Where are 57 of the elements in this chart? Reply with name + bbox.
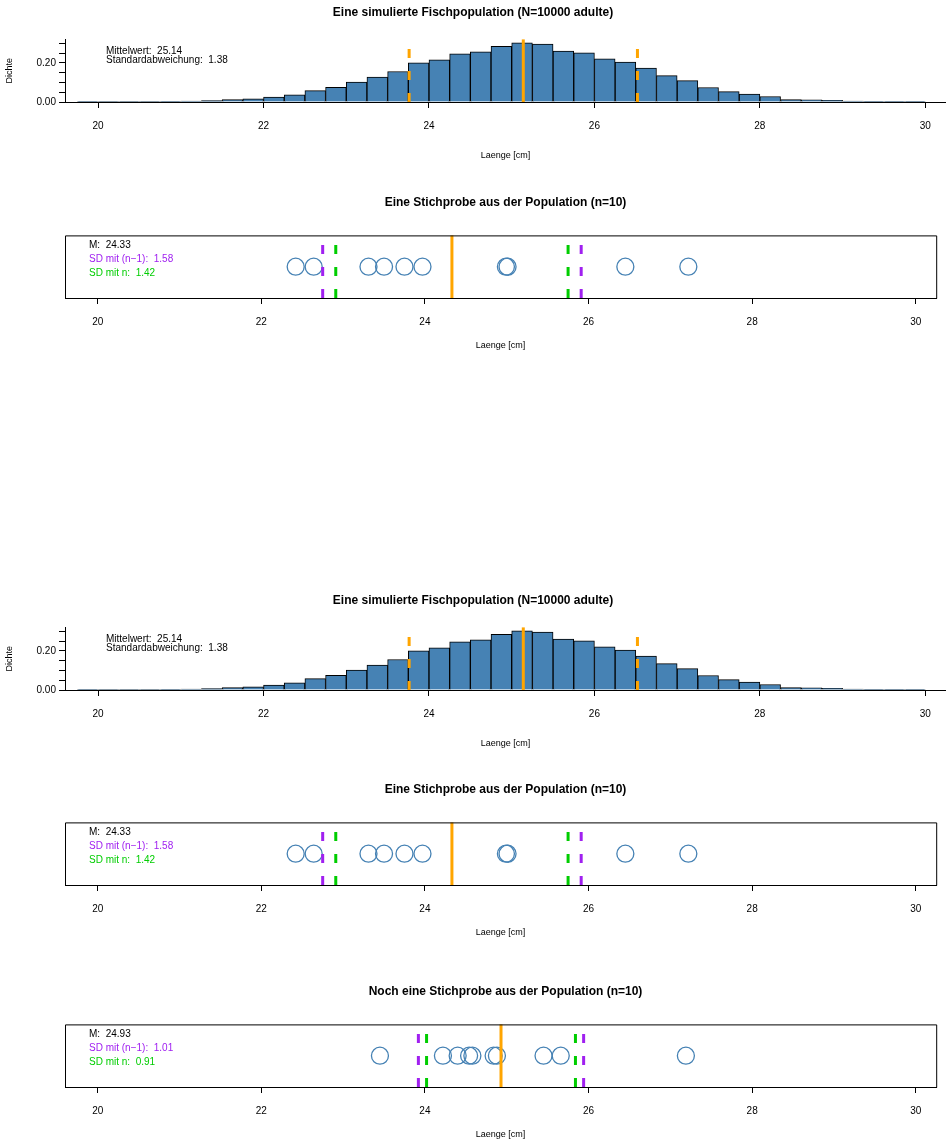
x-tick-label: 24 (423, 119, 435, 131)
x-axis-title: Laenge [cm] (480, 150, 531, 161)
x-tick-label: 26 (582, 902, 595, 914)
x-tick-label: 30 (910, 902, 922, 914)
x-tick-label: 30 (919, 707, 932, 719)
x-tick-label: 22 (257, 119, 270, 131)
y-tick-label: 0.00 (36, 95, 57, 107)
y-tick-label: 0.20 (36, 644, 57, 656)
x-axis-title: Laenge [cm] (475, 1129, 526, 1140)
x-tick-label: 26 (588, 119, 601, 131)
chart-title: Eine Stichprobe aus der Population (n=10) (384, 781, 627, 796)
x-tick-label: 22 (255, 1104, 268, 1116)
x-tick-label: 24 (419, 902, 431, 914)
x-tick-label: 22 (255, 902, 268, 914)
chart-title: Eine simulierte Fischpopulation (N=10000 adulte) (332, 4, 614, 19)
annotation: M: 24.33 (89, 826, 132, 838)
annotation: SD mit n: 1.42 (89, 854, 156, 866)
y-tick-label: 0.20 (36, 56, 57, 68)
annotation: Standardabweichung: 1.38 (106, 642, 229, 654)
x-tick-label: 30 (910, 315, 922, 327)
x-tick-label: 26 (582, 1104, 595, 1116)
x-tick-label: 20 (92, 1104, 104, 1116)
annotation: SD mit (n−1): 1.58 (89, 840, 174, 852)
annotation: SD mit n: 1.42 (89, 267, 156, 279)
chart-title: Eine Stichprobe aus der Population (n=10) (384, 194, 627, 209)
x-tick-label: 24 (419, 315, 431, 327)
x-tick-label: 26 (588, 707, 601, 719)
x-tick-label: 28 (754, 119, 766, 131)
x-tick-label: 28 (746, 1104, 759, 1116)
annotation: M: 24.93 (89, 1028, 132, 1040)
x-tick-label: 24 (423, 707, 435, 719)
y-tick-label: 0.00 (36, 683, 57, 695)
x-tick-label: 28 (754, 707, 766, 719)
annotation: SD mit n: 0.91 (89, 1056, 156, 1068)
x-tick-label: 20 (92, 119, 105, 131)
x-tick-label: 20 (92, 707, 105, 719)
x-tick-label: 24 (419, 1104, 431, 1116)
chart-title: Eine simulierte Fischpopulation (N=10000 adulte) (332, 592, 614, 607)
x-tick-label: 22 (255, 315, 268, 327)
x-tick-label: 30 (910, 1104, 922, 1116)
x-axis-title: Laenge [cm] (480, 738, 531, 749)
chart-title: Noch eine Stichprobe aus der Population (n=10) (368, 983, 643, 998)
x-tick-label: 26 (582, 315, 595, 327)
x-tick-label: 20 (92, 902, 104, 914)
x-tick-label: 28 (746, 315, 759, 327)
x-axis-title: Laenge [cm] (475, 927, 526, 938)
y-axis-title: Dichte (3, 645, 14, 672)
annotation: M: 24.33 (89, 239, 132, 251)
annotation: SD mit (n−1): 1.58 (89, 253, 174, 265)
x-tick-label: 20 (92, 315, 104, 327)
x-tick-label: 30 (919, 119, 932, 131)
annotation: SD mit (n−1): 1.01 (89, 1042, 174, 1054)
x-axis-title: Laenge [cm] (475, 340, 526, 351)
annotation: Standardabweichung: 1.38 (106, 54, 229, 66)
y-axis-title: Dichte (3, 57, 14, 84)
x-tick-label: 28 (746, 902, 759, 914)
x-tick-label: 22 (257, 707, 270, 719)
